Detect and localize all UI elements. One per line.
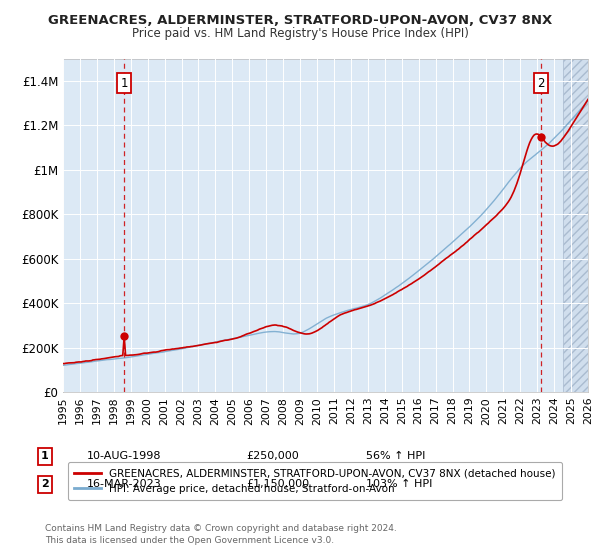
Text: 103% ↑ HPI: 103% ↑ HPI bbox=[366, 479, 433, 489]
Bar bbox=[563, 59, 596, 392]
Text: 16-MAR-2023: 16-MAR-2023 bbox=[87, 479, 162, 489]
Text: 10-AUG-1998: 10-AUG-1998 bbox=[87, 451, 161, 461]
Text: Price paid vs. HM Land Registry's House Price Index (HPI): Price paid vs. HM Land Registry's House … bbox=[131, 27, 469, 40]
Text: 56% ↑ HPI: 56% ↑ HPI bbox=[366, 451, 425, 461]
Text: GREENACRES, ALDERMINSTER, STRATFORD-UPON-AVON, CV37 8NX: GREENACRES, ALDERMINSTER, STRATFORD-UPON… bbox=[48, 14, 552, 27]
Text: £1,150,000: £1,150,000 bbox=[246, 479, 309, 489]
Bar bbox=[563, 59, 596, 392]
Text: 1: 1 bbox=[121, 77, 128, 90]
Text: £250,000: £250,000 bbox=[246, 451, 299, 461]
Legend: GREENACRES, ALDERMINSTER, STRATFORD-UPON-AVON, CV37 8NX (detached house), HPI: A: GREENACRES, ALDERMINSTER, STRATFORD-UPON… bbox=[68, 462, 562, 500]
Text: 2: 2 bbox=[41, 479, 49, 489]
Text: Contains HM Land Registry data © Crown copyright and database right 2024.
This d: Contains HM Land Registry data © Crown c… bbox=[45, 524, 397, 545]
Text: 2: 2 bbox=[537, 77, 545, 90]
Text: 1: 1 bbox=[41, 451, 49, 461]
